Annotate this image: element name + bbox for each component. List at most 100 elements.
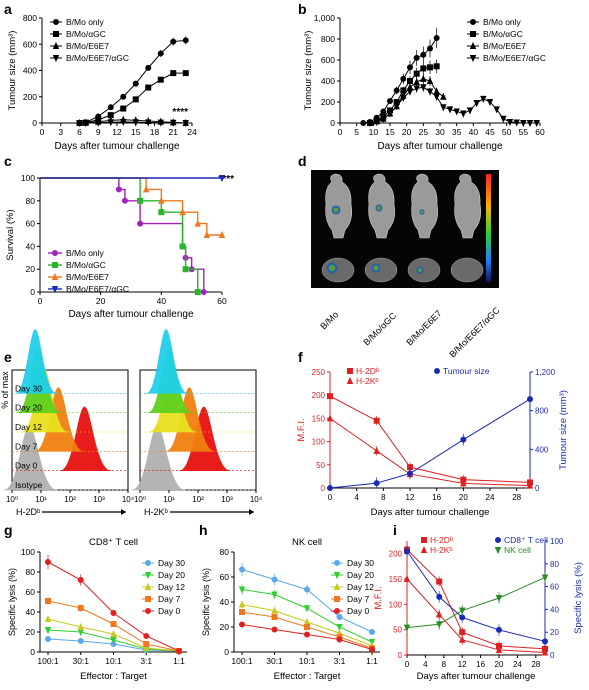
- chart-c-y-label: Survival (%): [5, 209, 16, 260]
- panel-letter-i: i: [393, 522, 397, 538]
- chart-a-data-point: [170, 38, 177, 45]
- chart-i-legend-label: CD8⁺ T cell: [504, 535, 548, 545]
- chart-b-x-tick-label: 60: [535, 127, 545, 137]
- chart-f-x-tick-label: 16: [432, 493, 441, 502]
- chart-a-data-point: [157, 50, 164, 57]
- chart-e-row-label: Day 0: [15, 461, 37, 471]
- chart-b-x-tick-label: 55: [519, 127, 529, 137]
- chart-i-data-point: [403, 548, 410, 555]
- chart-f-series-1: [326, 413, 534, 489]
- chart-i-data-point: [541, 574, 549, 582]
- chart-g-legend-label: Day 12: [158, 582, 185, 592]
- chart-b-y-tick-label: 800: [321, 34, 335, 44]
- chart-g-data-point: [45, 636, 52, 643]
- chart-b-data-point: [413, 77, 420, 86]
- chart-c-significance: ****: [218, 174, 234, 185]
- chart-h-data-point: [271, 614, 278, 621]
- mouse-image-3: [411, 173, 439, 239]
- chart-i-right-tick-label: 40: [550, 605, 559, 614]
- color-scale-bar: [486, 174, 491, 282]
- chart-c-axes: 0 20 40 60 0 20 40 60 80 100: [21, 173, 227, 306]
- panel-letter-d: d: [298, 153, 307, 169]
- chart-i-data-point: [458, 607, 466, 615]
- chart-c-data-point: [218, 175, 226, 183]
- chart-i-data-point: [435, 621, 443, 629]
- chart-a-data-point: [132, 80, 139, 87]
- chart-f-data-point: [373, 417, 380, 424]
- chart-i-data-point: [459, 629, 466, 636]
- chart-h-x-tick-label: 3:1: [334, 656, 346, 666]
- chart-b-data-point: [360, 120, 367, 127]
- chart-h-x-tick-label: 1:1: [366, 656, 378, 666]
- chart-f-y-tick-label: 0: [321, 484, 326, 493]
- chart-e-arrow-head: [121, 509, 126, 515]
- chart-a-series-line: [79, 39, 186, 124]
- chart-h-data-point: [271, 591, 278, 599]
- chart-i-y-tick-label: 0: [398, 651, 403, 660]
- chart-i-y-label-left: M.F.I.: [373, 586, 384, 609]
- chart-b-x-tick-label: 10: [369, 127, 379, 137]
- chart-c-series-1: [40, 177, 201, 295]
- chart-h-legend-marker: [333, 596, 340, 603]
- chart-h-legend-marker: [333, 582, 341, 590]
- chart-g-legend-label: Day 20: [158, 570, 185, 580]
- chart-f-y-label-left: M.F.I.: [296, 418, 307, 441]
- chart-i-legend-label: H-2Kᵇ: [430, 545, 453, 555]
- chart-i-series-1: [403, 573, 549, 656]
- chart-e-x-tick-label: 10²: [64, 495, 76, 504]
- chart-f-x-tick-label: 28: [512, 493, 521, 502]
- chart-b-data-point: [493, 106, 500, 114]
- chart-i-series-line: [406, 578, 546, 653]
- tissue-sections: [321, 257, 484, 283]
- chart-f-x-tick-label: 8: [381, 493, 386, 502]
- chart-g-data-point: [110, 637, 117, 645]
- chart-i-y-tick-label: 150: [389, 575, 403, 584]
- chart-b-data-point: [433, 63, 440, 70]
- chart-f-data-point: [326, 414, 334, 422]
- chart-h-data-point: [336, 624, 343, 632]
- chart-a-series-line: [79, 121, 186, 124]
- chart-f-data-point: [373, 446, 380, 454]
- chart-b-data-point: [426, 76, 434, 84]
- chart-h-x-tick-label: 10:1: [299, 656, 316, 666]
- chart-e-histogram-curve: [15, 329, 57, 394]
- chart-b-y-tick-label: 200: [321, 97, 335, 107]
- chart-h-x-label: Effector : Target: [274, 671, 341, 682]
- chart-f-legend-label: H-2Dᵇ: [356, 366, 379, 376]
- chart-b-y-tick-label: 600: [321, 55, 335, 65]
- chart-b-x-label: Days after tumour challenge: [377, 141, 503, 152]
- chart-f-y-tick-label: 150: [312, 414, 326, 423]
- chart-f-data-point: [406, 470, 413, 477]
- chart-f-x-tick-label: 0: [328, 493, 333, 502]
- chart-e-histogram-curve: [146, 329, 188, 394]
- chart-b-data-point: [513, 119, 520, 127]
- chart-i-data-point: [495, 595, 503, 603]
- section-4: [450, 257, 484, 283]
- panel-letter-g: g: [4, 522, 13, 538]
- section-2: [364, 257, 398, 283]
- chart-c-data-point: [194, 219, 201, 227]
- chart-f-right-tick-label: 1,200: [535, 368, 556, 377]
- chart-h-y-tick-label: 20: [220, 622, 230, 632]
- chart-h-legend-label: Day 12: [347, 582, 374, 592]
- chart-b-data-point: [460, 110, 467, 118]
- chart-h-series-1: [238, 584, 376, 647]
- chart-i-data-point: [403, 574, 411, 582]
- chart-h-series-line: [241, 611, 373, 649]
- chart-a-data-point: [170, 70, 177, 77]
- chart-b-data-point: [506, 118, 514, 127]
- chart-h-legend-label: Day 20: [347, 570, 374, 580]
- chart-g-data-point: [77, 638, 84, 645]
- chart-b-data-point: [386, 97, 393, 104]
- chart-h-legend-marker: [333, 608, 340, 615]
- chart-a-x-tick-label: 18: [150, 127, 160, 137]
- chart-a-x-tick-label: 6: [77, 127, 82, 137]
- chart-b-data-point: [433, 93, 440, 101]
- chart-b-data-point: [420, 65, 427, 72]
- chart-i-series-3: [403, 571, 549, 634]
- chart-i-data-point: [542, 638, 549, 645]
- chart-c-data-point: [137, 220, 144, 227]
- chart-f-x-tick-label: 20: [459, 493, 468, 502]
- chart-i-x-tick-label: 8: [442, 660, 447, 669]
